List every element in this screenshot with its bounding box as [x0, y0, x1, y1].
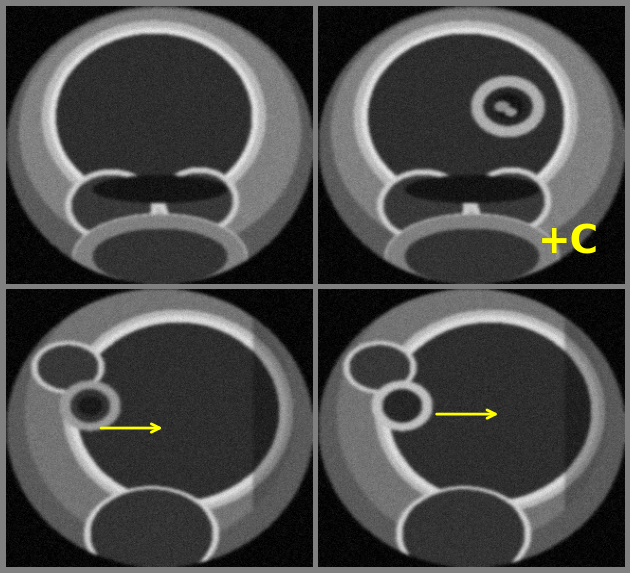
Text: +C: +C — [538, 224, 599, 262]
